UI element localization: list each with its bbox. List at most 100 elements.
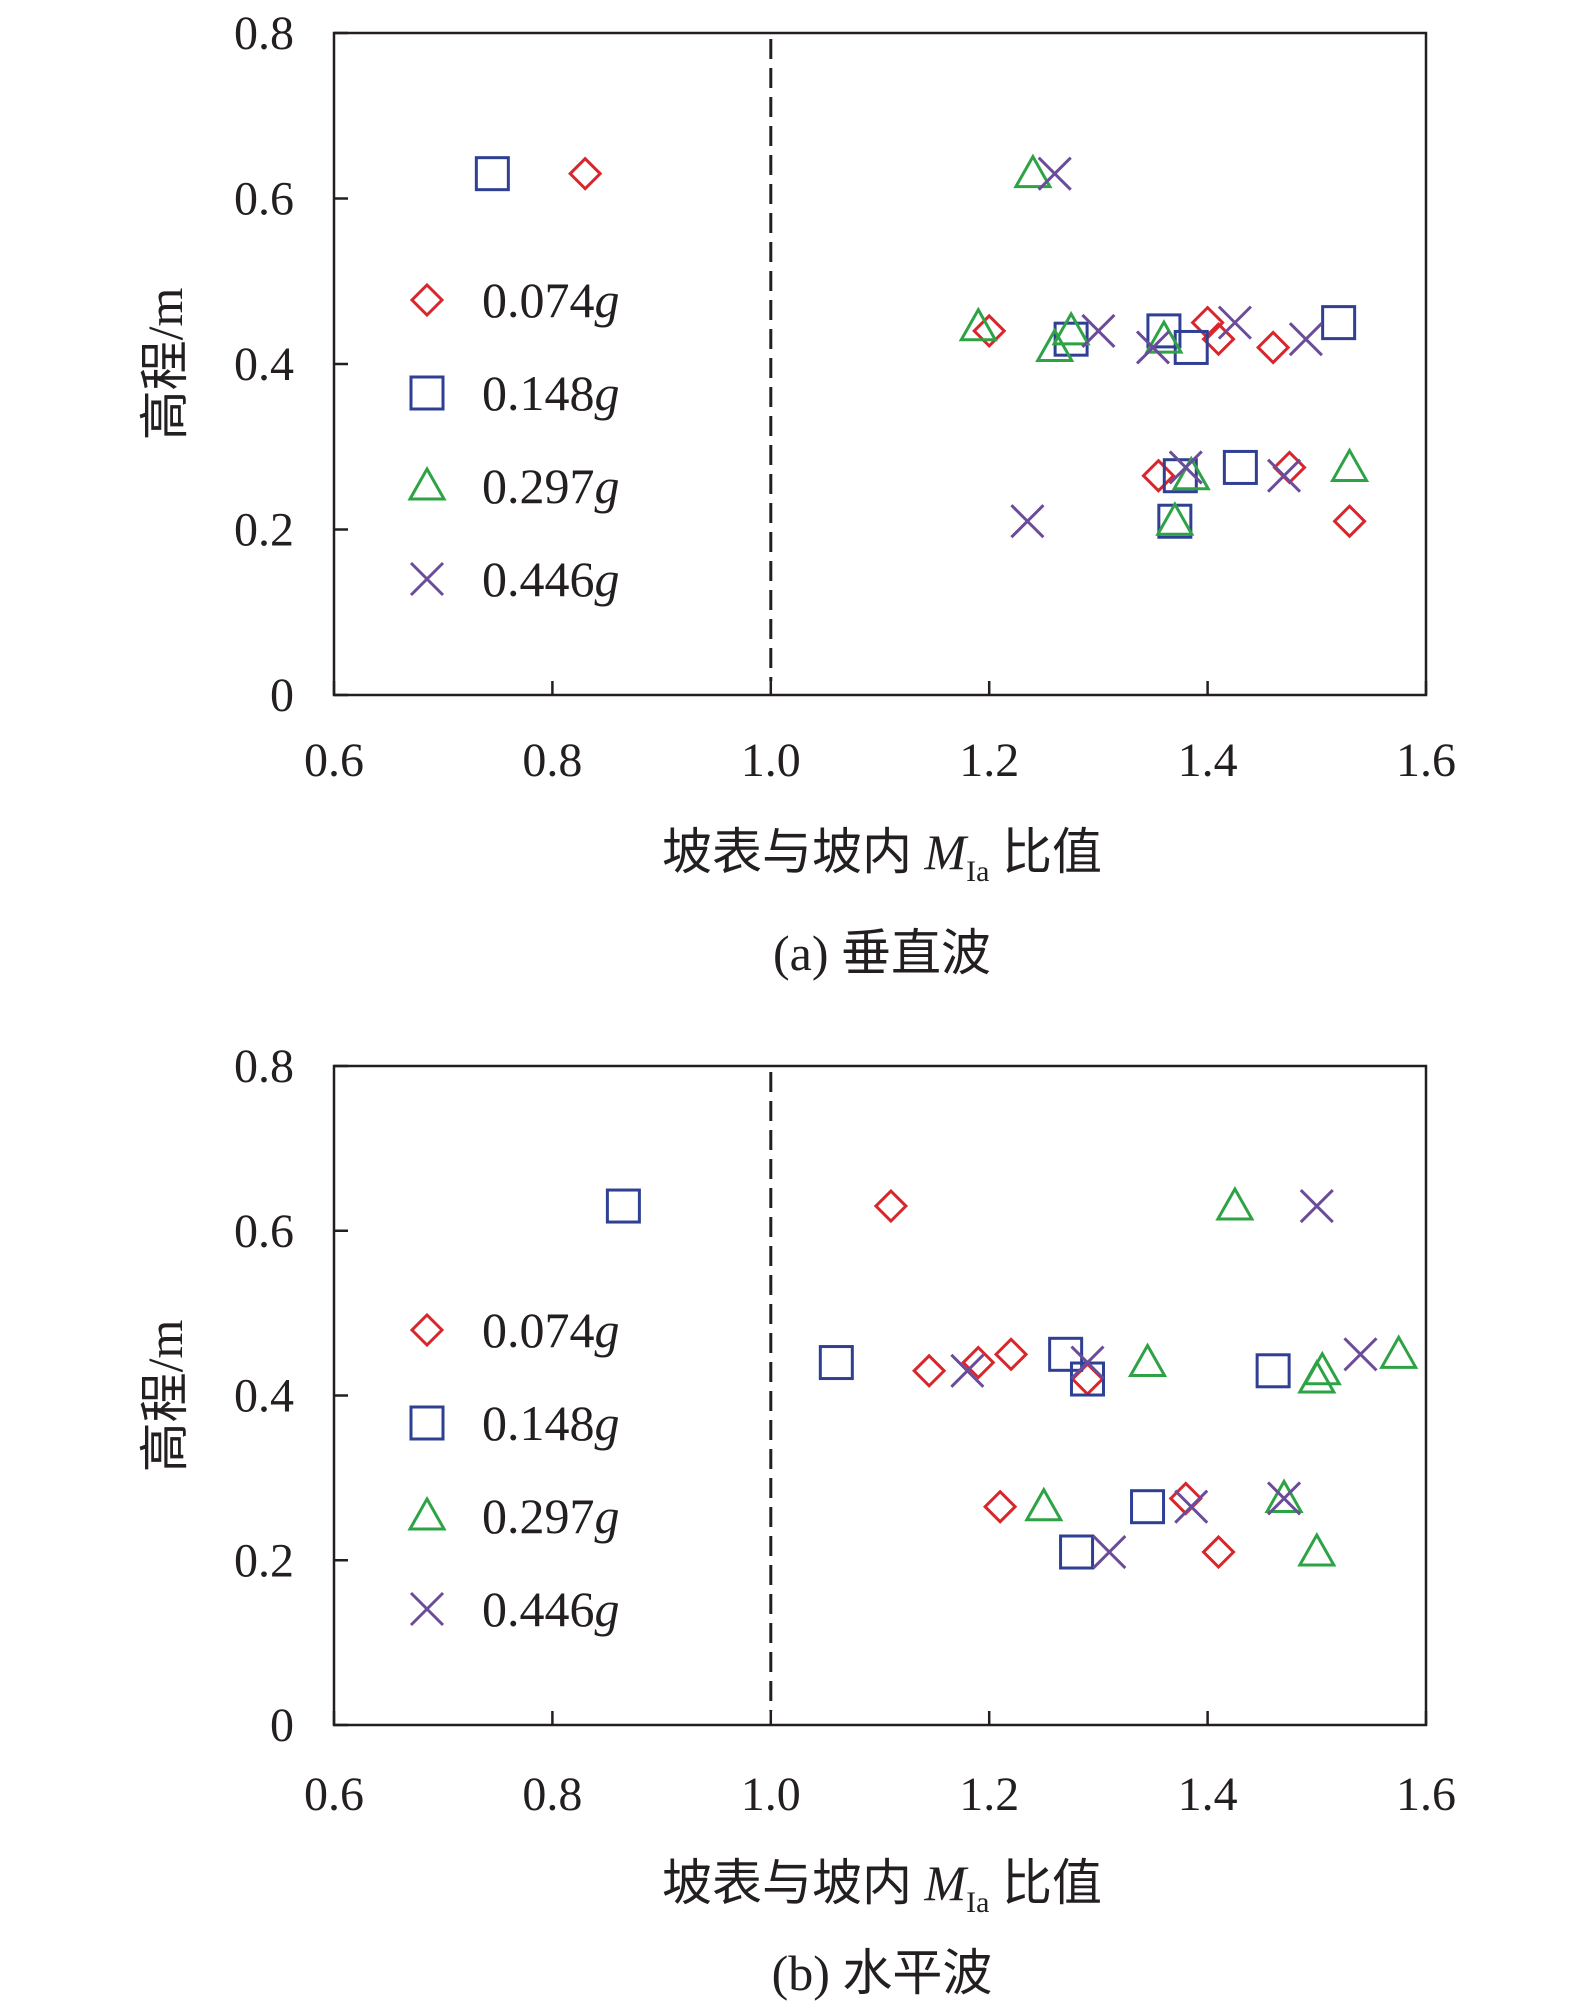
data-point (1266, 1481, 1302, 1516)
data-point (1168, 1481, 1203, 1516)
data-point (474, 156, 510, 192)
x-axis-label-suffix: 比值 (989, 1855, 1102, 1911)
data-point (1321, 305, 1357, 341)
data-point (1037, 156, 1072, 191)
y-tick-label: 0 (270, 669, 294, 722)
data-point (1222, 449, 1258, 485)
data-point (1174, 1489, 1209, 1524)
legend-label: 0.074g (482, 272, 620, 328)
x-axis-label-prefix: 坡表与坡内 (662, 1855, 925, 1911)
panel-caption: (a) 垂直波 (773, 925, 991, 981)
legend-label-value: 0.074 (482, 1302, 595, 1358)
y-tick-label: 0.8 (234, 7, 294, 60)
data-point (818, 1345, 854, 1381)
legend-label-unit: g (595, 1395, 620, 1451)
legend-label-value: 0.446 (482, 1581, 595, 1637)
x-axis-label-subscript: Ia (966, 1886, 989, 1919)
data-point (1272, 450, 1307, 485)
chart-panel-a: 0.6 0.8 1.0 1.2 1.4 1.6 0 0.2 0.4 0.6 0.8 高程/m 坡表与坡内… (137, 7, 1456, 981)
data-point (1081, 313, 1116, 348)
legend-label-value: 0.148 (482, 1395, 595, 1451)
data-point (1141, 458, 1176, 493)
legend-label-value: 0.148 (482, 365, 595, 421)
data-point (1201, 1534, 1236, 1570)
data-point (1135, 330, 1171, 365)
data-point (873, 1188, 909, 1224)
panel-caption: (b) 水平波 (772, 1945, 993, 2001)
x-tick-label: 1.2 (959, 734, 1019, 787)
x-tick-label: 0.6 (304, 734, 364, 787)
y-tick-label: 0.6 (234, 1205, 294, 1258)
data-point (1255, 1353, 1291, 1389)
legend-marker-x (409, 561, 445, 597)
y-tick-label: 0.6 (234, 173, 294, 226)
legend-label-unit: g (595, 272, 620, 328)
data-point (1297, 1531, 1337, 1567)
legend-label-unit: g (595, 1488, 620, 1544)
legend-marker-diamond (409, 1312, 445, 1348)
legend-marker-x (409, 1591, 445, 1627)
y-tick-label: 0.8 (234, 1040, 294, 1093)
legend-label-value: 0.297 (482, 458, 595, 514)
chart-panel-b: 0.6 0.8 1.0 1.2 1.4 1.6 0 0.2 0.4 0.6 0.8 高程/m 坡表与坡内… (137, 1040, 1456, 2001)
legend-marker-square (409, 1405, 445, 1441)
data-point (912, 1353, 947, 1388)
data-point (1024, 1486, 1064, 1522)
data-point (1299, 1188, 1334, 1224)
data-point (1162, 458, 1198, 494)
data-point (1070, 1361, 1105, 1397)
data-point (972, 313, 1007, 349)
y-tick-label: 0 (270, 1699, 294, 1752)
legend-label-unit: g (595, 551, 620, 607)
legend-label: 0.446g (482, 551, 620, 607)
legend-marker-triangle (407, 1495, 447, 1531)
y-tick-label: 0.2 (234, 1534, 294, 1587)
data-point (1048, 1336, 1084, 1372)
data-point (993, 1337, 1029, 1372)
legend-label-value: 0.074 (482, 272, 595, 328)
data-point (1379, 1334, 1419, 1369)
series-0.074g (568, 156, 1367, 539)
data-point (1092, 1534, 1127, 1570)
x-axis-label-subscript: Ia (966, 855, 989, 888)
x-axis-label-variable: M (924, 1855, 969, 1911)
legend-label-value: 0.297 (482, 1488, 595, 1544)
legend-label-unit: g (595, 1581, 620, 1637)
data-point (568, 156, 603, 191)
x-tick-label: 1.0 (741, 1768, 801, 1821)
data-point (1155, 501, 1195, 536)
data-point (1010, 504, 1045, 539)
x-axis-label: 坡表与坡内 MIa 比值 (662, 1855, 1102, 1919)
legend-label-unit: g (595, 458, 620, 514)
series-0.297g (958, 153, 1370, 536)
series-0.446g (1010, 156, 1323, 539)
data-point (1127, 1342, 1168, 1378)
x-tick-label: 1.4 (1178, 1768, 1238, 1821)
data-point (1217, 305, 1252, 340)
x-tick-label: 1.6 (1396, 1768, 1456, 1821)
legend-label-unit: g (595, 1302, 620, 1358)
data-point (1168, 450, 1203, 485)
legend-label: 0.148g (482, 365, 620, 421)
data-point (1051, 310, 1091, 346)
legend-marker-square (409, 375, 445, 411)
data-point (1173, 329, 1209, 365)
data-point (958, 306, 998, 342)
data-point (1288, 322, 1323, 357)
legend-marker-triangle (407, 465, 447, 501)
data-point (1059, 1534, 1095, 1570)
data-point (1035, 327, 1075, 362)
y-tick-label: 0.4 (234, 338, 294, 391)
legend-label: 0.297g (482, 1488, 620, 1544)
x-tick-label: 1.2 (959, 1768, 1019, 1821)
x-tick-label: 1.6 (1396, 734, 1456, 787)
data-point (1130, 1489, 1166, 1525)
data-point (1343, 1337, 1378, 1372)
x-axis-label-suffix: 比值 (989, 824, 1102, 880)
data-point (1329, 447, 1370, 482)
y-tick-label: 0.2 (234, 504, 294, 557)
data-point (1013, 153, 1053, 189)
data-point (1171, 455, 1211, 491)
